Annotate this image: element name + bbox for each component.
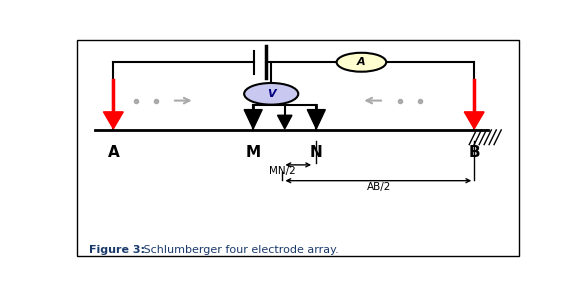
Text: M: M: [246, 144, 261, 160]
Ellipse shape: [244, 83, 298, 105]
Text: N: N: [310, 144, 322, 160]
Polygon shape: [464, 112, 484, 129]
Polygon shape: [104, 112, 123, 129]
Polygon shape: [307, 110, 325, 129]
Text: B: B: [469, 144, 480, 160]
Ellipse shape: [336, 53, 386, 72]
Text: AB/2: AB/2: [367, 182, 392, 192]
Text: V: V: [267, 89, 275, 99]
Text: MN/2: MN/2: [269, 166, 296, 176]
Text: Schlumberger four electrode array.: Schlumberger four electrode array.: [140, 245, 339, 255]
Text: A: A: [108, 144, 119, 160]
Polygon shape: [244, 110, 262, 129]
Text: A: A: [357, 57, 365, 67]
Text: Figure 3:: Figure 3:: [88, 245, 144, 255]
Polygon shape: [278, 115, 292, 129]
